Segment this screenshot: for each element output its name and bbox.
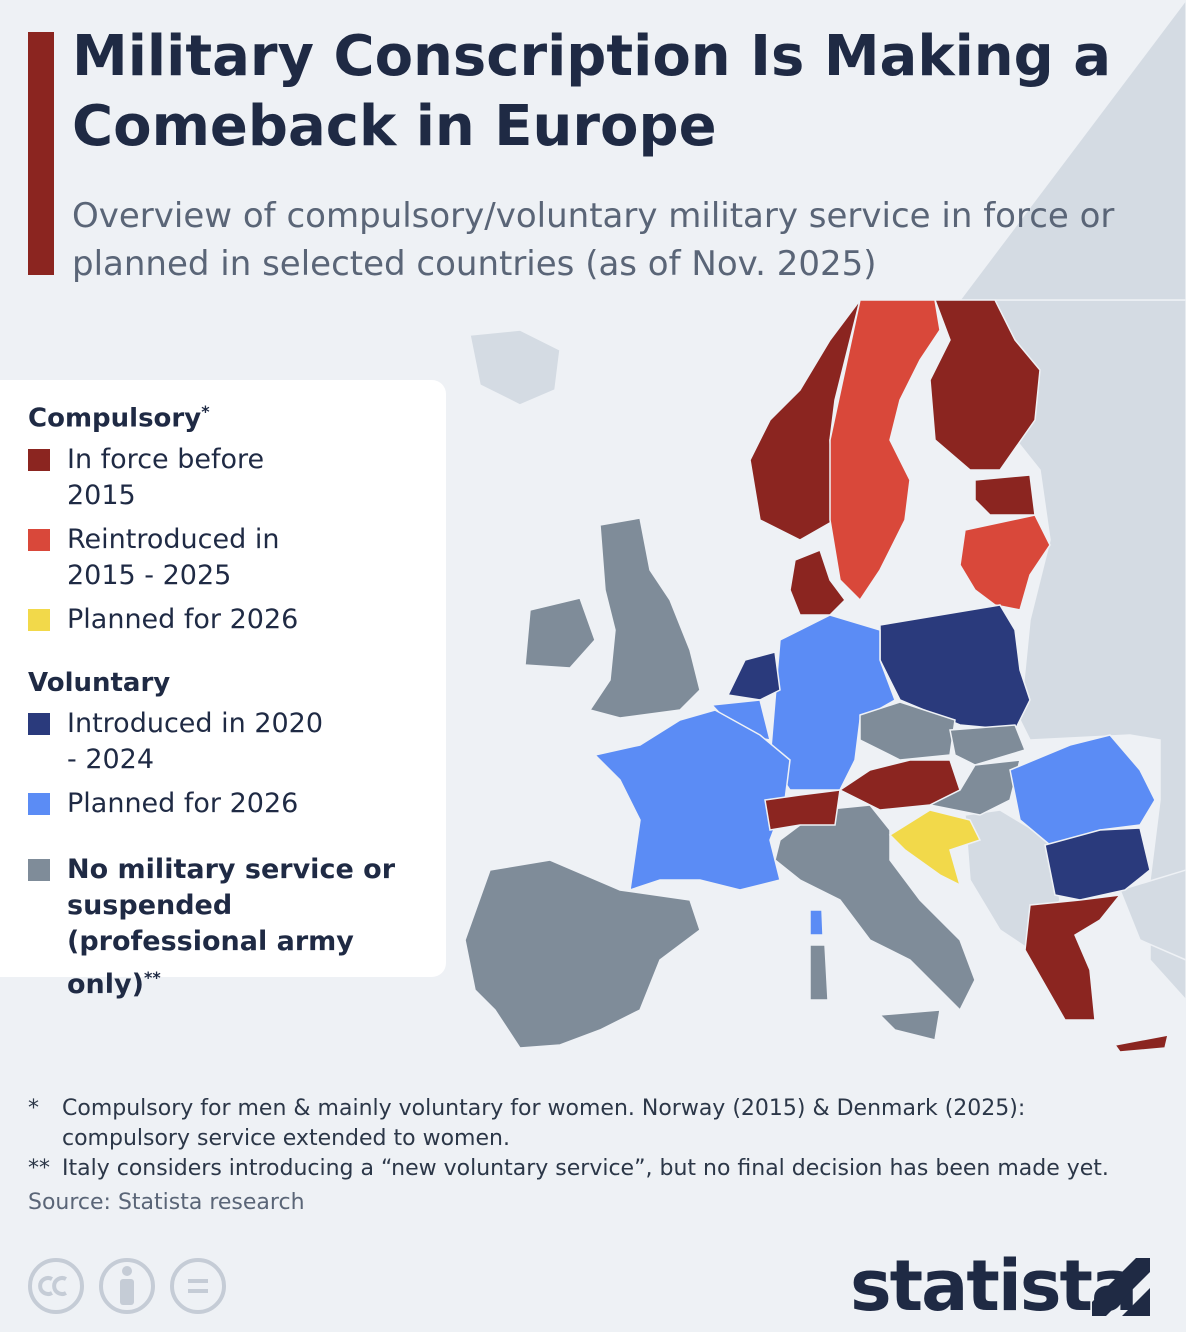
legend-swatch: [28, 448, 50, 471]
legend-note: *: [201, 402, 210, 421]
legend-label-wrap: No military service or suspended (profes…: [67, 852, 427, 1003]
legend-item: In force before 2015: [28, 442, 446, 514]
accent-bar: [28, 32, 54, 275]
footnote: ** Italy considers introducing a “new vol…: [28, 1154, 1158, 1184]
legend-heading: Voluntary: [28, 668, 446, 698]
footnote: * Compulsory for men & mainly voluntary f…: [28, 1094, 1158, 1154]
countries: [464, 299, 1169, 1053]
footnote-marker: *: [28, 1096, 39, 1121]
legend-swatch: [28, 608, 50, 631]
footnote-text: Compulsory for men & mainly voluntary fo…: [62, 1096, 1026, 1151]
legend-group: Voluntary Introduced in 2020 - 2024 Planne…: [28, 668, 446, 822]
legend-swatch: [28, 712, 50, 735]
footnotes: * Compulsory for men & mainly voluntary f…: [28, 1094, 1158, 1184]
legend-label: In force before 2015: [67, 443, 265, 511]
legend: Compulsory* In force before 2015 Reintrodu…: [0, 380, 446, 1000]
legend-label: Planned for 2026: [67, 787, 299, 819]
source: Source: Statista research: [28, 1190, 305, 1215]
legend-swatch: [28, 528, 50, 551]
footnote-marker: **: [28, 1156, 50, 1181]
legend-item: Planned for 2026: [28, 602, 446, 638]
legend-item: Reintroduced in 2015 - 2025: [28, 522, 446, 594]
legend-heading: Compulsory*: [28, 402, 446, 434]
legend-item: Introduced in 2020 - 2024: [28, 706, 446, 778]
legend-label: Reintroduced in 2015 - 2025: [67, 523, 280, 591]
background-countries: [469, 0, 1186, 1002]
legend-label: Planned for 2026: [67, 603, 299, 635]
legend-item: Planned for 2026: [28, 786, 446, 822]
legend-swatch: [28, 792, 50, 815]
legend-group: Compulsory* In force before 2015 Reintrodu…: [28, 402, 446, 638]
license-icons: [28, 1258, 226, 1314]
legend-heading-text: Compulsory: [28, 403, 202, 434]
legend-label: Introduced in 2020 - 2024: [67, 707, 324, 775]
subtitle: Overview of compulsory/voluntary militar…: [72, 196, 1115, 284]
brand-icon: [1092, 1258, 1150, 1316]
legend-swatch: [28, 858, 50, 881]
legend-label: No military service or suspended (profes…: [67, 853, 396, 1000]
brand: statista: [850, 1245, 1138, 1327]
legend-item: No military service or suspended (profes…: [28, 852, 446, 1003]
legend-heading-text: Voluntary: [28, 667, 171, 698]
footnote-text: Italy considers introducing a “new volun…: [62, 1156, 1109, 1181]
title: Military Conscription Is Making a Comeba…: [72, 24, 1112, 159]
legend-note: **: [143, 967, 161, 987]
